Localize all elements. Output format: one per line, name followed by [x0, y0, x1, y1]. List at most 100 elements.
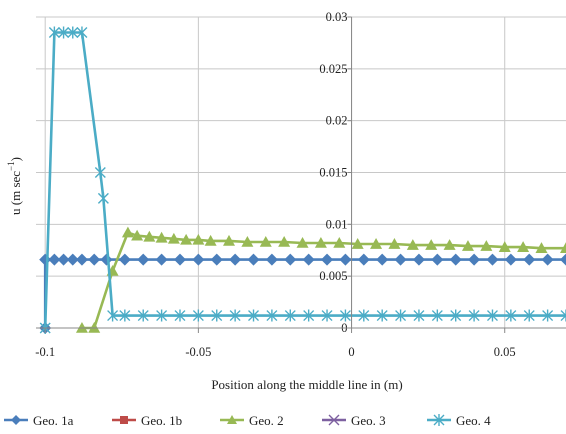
- data-point: [376, 309, 388, 322]
- data-point: [137, 309, 149, 322]
- data-point: [259, 235, 272, 247]
- data-point: [358, 309, 370, 322]
- data-point: [486, 253, 499, 266]
- x-tick-label: 0.05: [494, 345, 516, 359]
- data-point: [450, 309, 462, 322]
- data-point: [156, 309, 168, 322]
- data-point: [370, 238, 383, 249]
- data-point: [498, 241, 511, 252]
- data-point: [66, 253, 79, 266]
- data-point: [88, 322, 101, 333]
- data-point: [480, 240, 493, 251]
- data-point: [100, 253, 113, 266]
- data-point: [303, 309, 315, 322]
- data-point: [333, 236, 346, 248]
- data-point: [248, 309, 260, 322]
- data-point: [523, 253, 536, 266]
- data-point: [278, 235, 291, 247]
- y-tick-label: 0.03: [326, 10, 348, 24]
- data-point: [486, 309, 498, 322]
- series-layer: [39, 26, 566, 334]
- data-point: [223, 234, 236, 246]
- data-point: [388, 238, 401, 249]
- data-point: [210, 253, 223, 266]
- x-tick-label: -0.05: [185, 345, 211, 359]
- series-line: [43, 31, 566, 329]
- legend-label: Geo. 1a: [33, 413, 74, 428]
- data-point: [204, 234, 217, 246]
- data-point: [76, 26, 88, 39]
- data-point: [406, 239, 419, 250]
- data-point: [75, 322, 88, 333]
- data-point: [75, 253, 88, 266]
- data-point: [121, 226, 134, 238]
- data-point: [241, 235, 254, 247]
- data-point: [376, 253, 389, 266]
- data-point: [118, 253, 131, 266]
- legend-item: Geo. 1a: [4, 413, 74, 428]
- series-geo-4: [39, 26, 566, 334]
- legend-label: Geo. 3: [351, 413, 386, 428]
- y-axis-title: u (m sec−1): [6, 157, 23, 215]
- data-point: [321, 309, 333, 322]
- data-point: [48, 253, 61, 266]
- series-geo-2: [75, 226, 566, 333]
- data-point: [357, 253, 370, 266]
- data-point: [67, 26, 79, 39]
- data-point: [431, 309, 443, 322]
- data-point: [137, 253, 150, 266]
- legend-label: Geo. 2: [249, 413, 284, 428]
- x-tick-label: -0.1: [35, 345, 55, 359]
- legend-marker: [433, 414, 445, 426]
- data-point: [517, 241, 530, 252]
- data-point: [119, 309, 131, 322]
- data-point: [504, 253, 517, 266]
- data-point: [131, 229, 144, 241]
- data-point: [94, 166, 106, 179]
- data-point: [229, 309, 241, 322]
- data-point: [461, 240, 474, 251]
- data-point: [413, 309, 425, 322]
- data-point: [443, 239, 456, 250]
- y-axis-title-close: ): [8, 157, 23, 161]
- data-point: [339, 253, 352, 266]
- data-point: [265, 253, 278, 266]
- legend-marker: [227, 415, 237, 424]
- data-point: [180, 233, 193, 245]
- data-point: [431, 253, 444, 266]
- data-point: [155, 253, 168, 266]
- data-point: [542, 309, 554, 322]
- legend-item: Geo. 3: [322, 413, 386, 428]
- data-point: [560, 253, 566, 266]
- series-geo-1a: [39, 253, 566, 334]
- data-point: [284, 253, 297, 266]
- data-point: [394, 253, 407, 266]
- data-point: [560, 309, 566, 322]
- y-tick-label: 0.015: [319, 166, 347, 180]
- data-point: [468, 253, 481, 266]
- data-point: [351, 238, 364, 249]
- data-point: [321, 253, 334, 266]
- data-point: [339, 309, 351, 322]
- legend-marker: [11, 415, 21, 425]
- data-point: [167, 232, 180, 244]
- legend-label: Geo. 1b: [141, 413, 182, 428]
- data-point: [97, 192, 109, 205]
- legend-item: Geo. 4: [427, 413, 491, 428]
- data-point: [57, 253, 70, 266]
- y-tick-label: 0.005: [319, 269, 347, 283]
- data-point: [541, 253, 554, 266]
- data-point: [192, 233, 205, 245]
- data-point: [211, 309, 223, 322]
- legend-item: Geo. 1b: [112, 413, 182, 428]
- y-axis-title-superscript: −1: [6, 161, 16, 171]
- data-point: [192, 309, 204, 322]
- data-point: [247, 253, 260, 266]
- data-point: [48, 26, 60, 39]
- data-point: [523, 309, 535, 322]
- grid-lines: [36, 16, 566, 329]
- x-tick-label: 0: [348, 345, 354, 359]
- data-point: [192, 253, 205, 266]
